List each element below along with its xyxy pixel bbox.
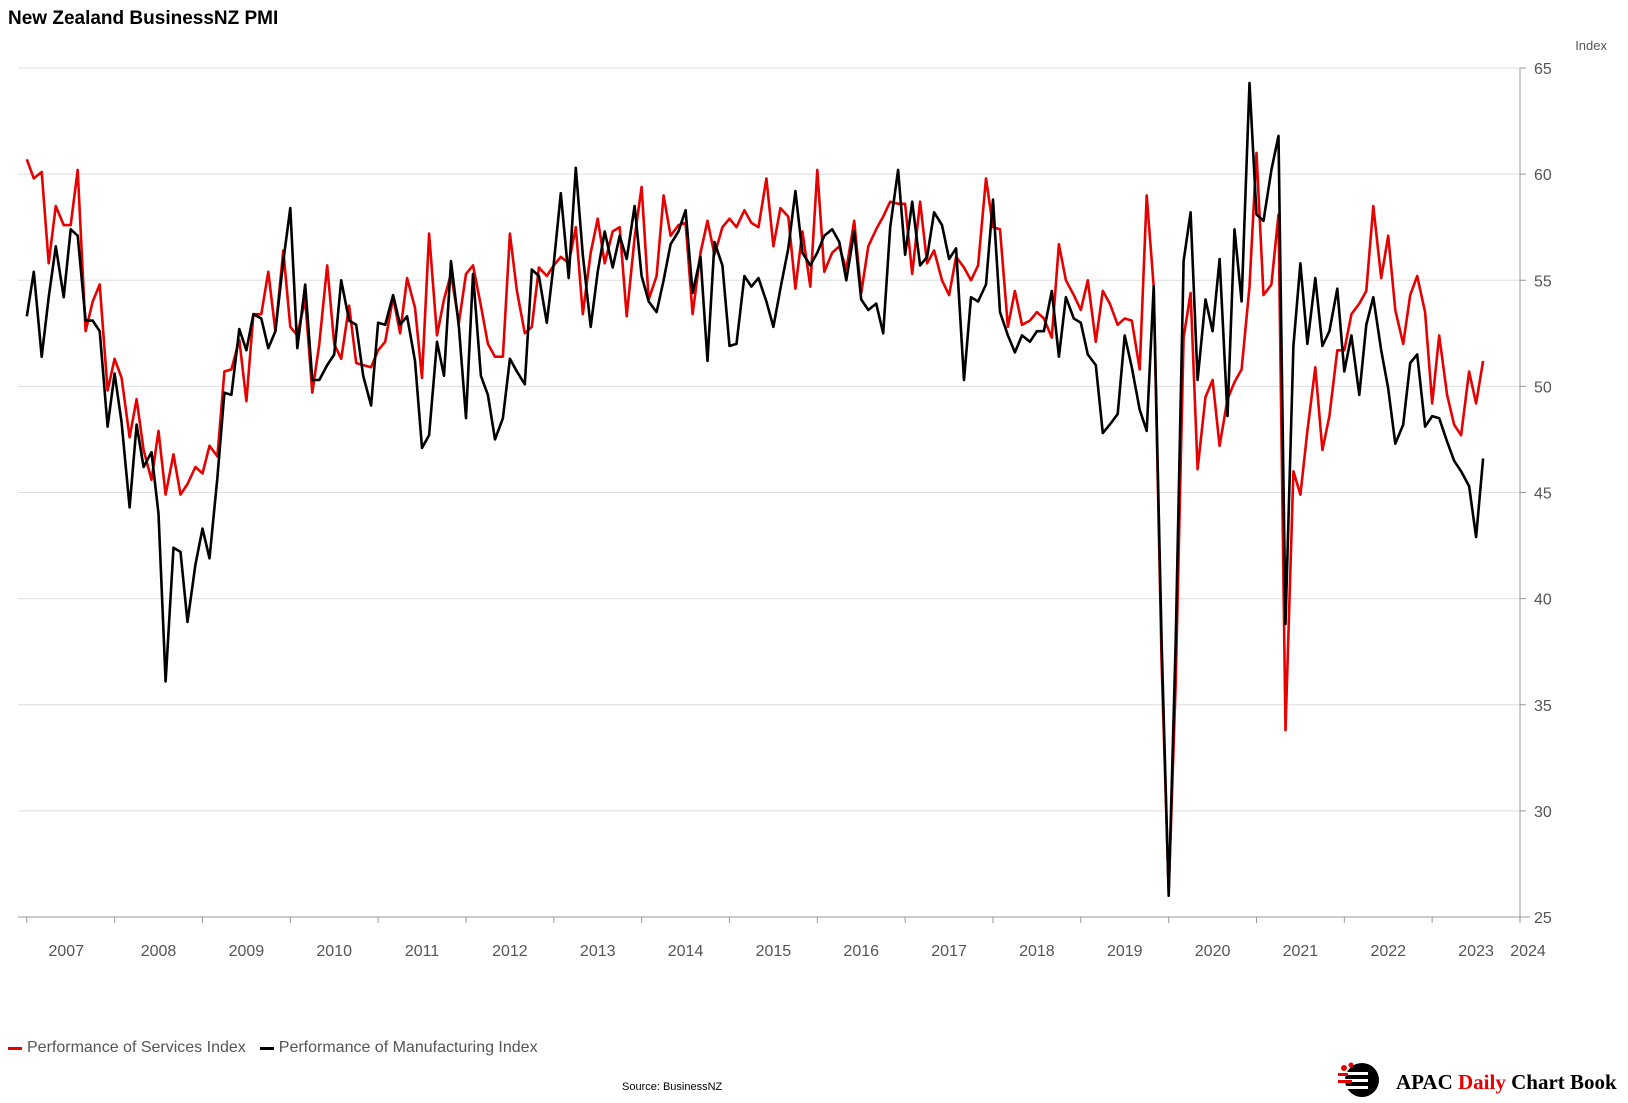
- series-line-manufacturing: [25, 81, 1485, 898]
- x-tick-label: 2013: [580, 943, 616, 960]
- y-tick-label: 60: [1534, 167, 1552, 184]
- y-axis-ticks: 25 30 35 40 45 50 55 60 65: [1519, 61, 1552, 927]
- legend-swatch-manufacturing: [259, 1046, 274, 1050]
- x-tick-label: 2021: [1283, 943, 1319, 960]
- legend-item-manufacturing[interactable]: Performance of Manufacturing Index: [259, 1039, 538, 1057]
- x-tick-label: 2018: [1019, 943, 1055, 960]
- y-tick-label: 50: [1534, 379, 1552, 396]
- x-tick-label: 2010: [316, 943, 352, 960]
- brand-part-3: Chart Book: [1505, 1070, 1617, 1094]
- x-tick-label: 2009: [229, 943, 265, 960]
- y-tick-label: 35: [1534, 698, 1552, 715]
- y-tick-label: 55: [1534, 273, 1552, 290]
- x-tick-label: 2012: [492, 943, 528, 960]
- x-axis: 2007 2008 2009 2010 2011 2012 2013 2014 2015 2016…: [18, 916, 1546, 960]
- chart-title: New Zealand BusinessNZ PMI: [8, 8, 279, 29]
- x-tick-label: 2020: [1195, 943, 1231, 960]
- legend: Performance of Services Index Performanc…: [8, 1039, 538, 1057]
- series-lines: [25, 81, 1485, 898]
- brand-part-2: Daily: [1458, 1070, 1506, 1094]
- brand-logo-icon: [1334, 1062, 1379, 1097]
- x-tick-label: 2015: [756, 943, 792, 960]
- y-tick-label: 40: [1534, 592, 1552, 609]
- x-tick-label: 2007: [49, 943, 85, 960]
- y-axis-unit-label: Index: [1575, 38, 1607, 53]
- source-note: Source: BusinessNZ: [622, 1081, 723, 1093]
- brand-part-1: APAC: [1396, 1070, 1459, 1094]
- legend-label-manufacturing: Performance of Manufacturing Index: [278, 1039, 538, 1056]
- brand-logo: APAC Daily Chart Book: [1334, 1062, 1624, 1098]
- x-tick-label: 2022: [1370, 943, 1406, 960]
- x-tick-label: 2016: [843, 943, 879, 960]
- x-tick-label: 2008: [141, 943, 177, 960]
- x-tick-label: 2019: [1107, 943, 1143, 960]
- legend-swatch-services: [8, 1046, 22, 1050]
- legend-item-services[interactable]: Performance of Services Index: [8, 1039, 246, 1057]
- y-tick-label: 45: [1534, 486, 1552, 503]
- x-tick-label: 2017: [931, 943, 967, 960]
- pmi-line-chart: 25 30 35 40 45 50 55 60 65 Index 2007 2008 2009 201…: [18, 38, 1607, 960]
- y-tick-label: 30: [1534, 804, 1552, 821]
- x-tick-label: 2011: [405, 943, 440, 960]
- brand-name: APAC Daily Chart Book: [1396, 1070, 1617, 1095]
- x-tick-label: 2024: [1510, 943, 1546, 960]
- legend-label-services: Performance of Services Index: [27, 1039, 246, 1056]
- x-tick-label: 2023: [1458, 943, 1494, 960]
- y-tick-label: 65: [1534, 61, 1552, 78]
- y-tick-label: 25: [1534, 910, 1552, 927]
- x-tick-label: 2014: [668, 943, 704, 960]
- series-line-services: [25, 151, 1485, 893]
